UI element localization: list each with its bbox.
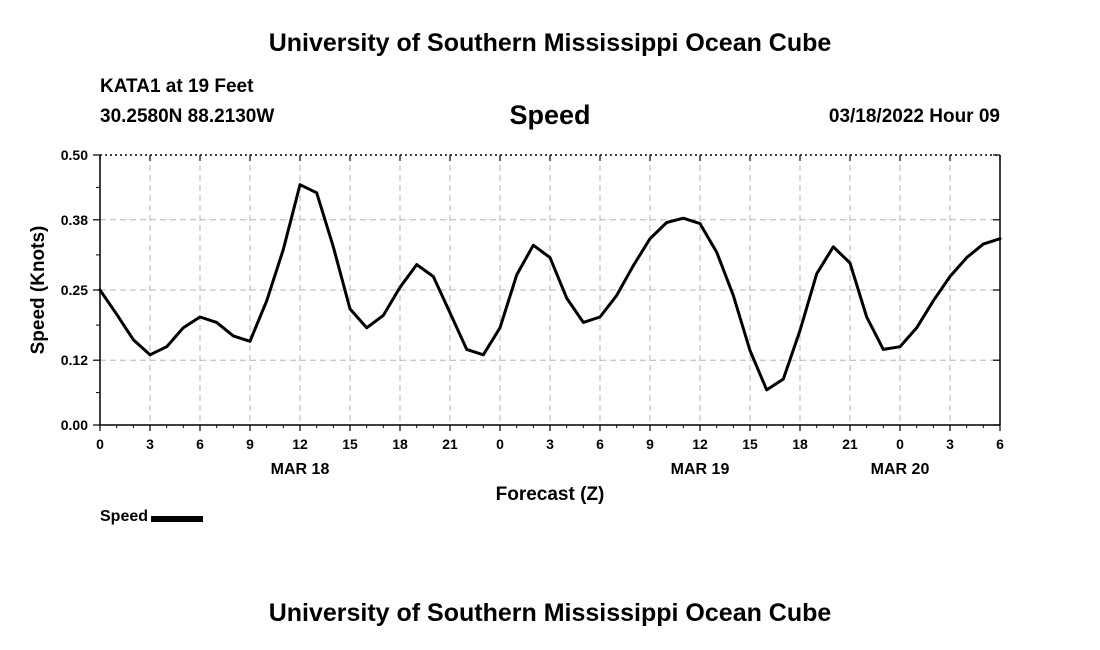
x-tick-label: 0 (96, 436, 104, 452)
x-tick-label: 15 (742, 436, 758, 452)
x-tick-label: 6 (596, 436, 604, 452)
x-tick-label: 0 (896, 436, 904, 452)
variable-title: Speed (509, 100, 591, 130)
date-label: MAR 18 (271, 461, 330, 478)
y-axis-title: Speed (Knots) (28, 226, 49, 355)
x-tick-label: 3 (546, 436, 554, 452)
y-tick-label: 0.25 (61, 282, 88, 298)
y-tick-label: 0.00 (61, 417, 88, 433)
y-tick-label: 0.12 (61, 352, 88, 368)
legend-label: Speed (100, 508, 149, 525)
x-tick-label: 3 (946, 436, 954, 452)
x-tick-label: 6 (196, 436, 204, 452)
speed-series-line (98, 183, 1002, 392)
x-tick-label: 3 (146, 436, 154, 452)
x-tick-label: 15 (342, 436, 358, 452)
x-tick-label: 12 (692, 436, 708, 452)
date-label: MAR 19 (671, 461, 730, 478)
footer-title: University of Southern Mississippi Ocean… (268, 599, 832, 627)
x-tick-label: 21 (842, 436, 858, 452)
x-tick-label: 9 (646, 436, 654, 452)
y-tick-label: 0.38 (61, 212, 88, 228)
y-tick-label: 0.50 (61, 147, 88, 163)
coordinates-label: 30.2580N 88.2130W (100, 106, 275, 127)
x-tick-label: 12 (292, 436, 308, 452)
x-axis-title: Forecast (Z) (496, 484, 605, 505)
x-tick-label: 21 (442, 436, 458, 452)
speed-chart: 0 3 6 9 12 15 18 21 0 3 6 9 12 15 18 21 0 3 6 0.00 0.12 0.25 0… (28, 147, 1004, 505)
station-label: KATA1 at 19 Feet (100, 76, 254, 97)
chart-title: University of Southern Mississippi Ocean… (268, 29, 832, 57)
forecast-date: 03/18/2022 Hour 09 (828, 106, 1000, 127)
x-tick-label: 9 (246, 436, 254, 452)
date-label: MAR 20 (871, 461, 930, 478)
x-tick-label: 6 (996, 436, 1004, 452)
x-tick-label: 18 (792, 436, 808, 452)
legend-swatch (151, 515, 204, 522)
x-tick-label: 18 (392, 436, 408, 452)
x-tick-label: 0 (496, 436, 504, 452)
legend: Speed (100, 508, 204, 526)
